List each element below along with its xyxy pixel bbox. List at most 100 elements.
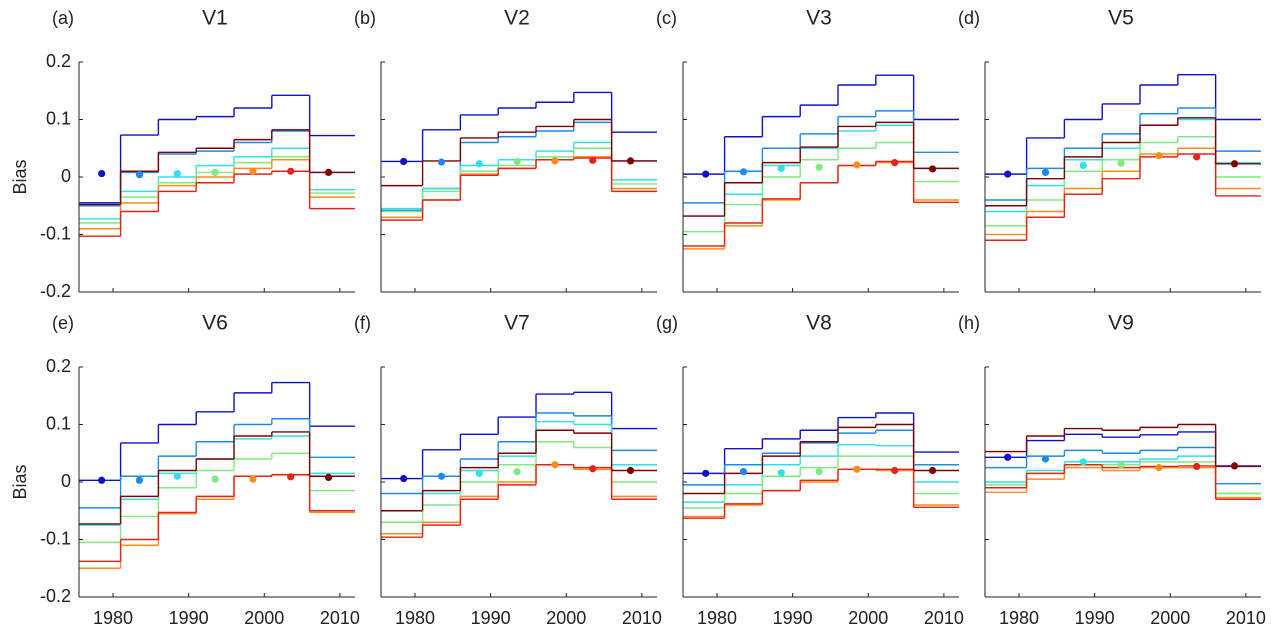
point	[928, 165, 937, 173]
x-tick-label: 1990	[169, 608, 209, 628]
point	[513, 157, 521, 166]
point	[551, 461, 559, 469]
point	[1230, 160, 1239, 168]
x-tick-label: 1980	[395, 608, 435, 628]
x-tick-label: 2010	[924, 608, 964, 628]
y-tick-label: 0	[61, 471, 71, 491]
point	[211, 168, 219, 176]
point	[1193, 462, 1201, 471]
point	[777, 469, 785, 477]
panel-label: (d)	[958, 8, 980, 28]
x-tick-label: 2000	[848, 608, 888, 628]
point	[1155, 464, 1163, 472]
point	[589, 156, 597, 164]
point	[626, 466, 635, 475]
point	[891, 159, 899, 167]
point	[1117, 159, 1125, 167]
y-tick-label: 0.2	[46, 356, 71, 376]
panel-title: V2	[504, 7, 530, 30]
point	[135, 171, 144, 179]
point	[135, 476, 144, 484]
point	[702, 170, 710, 178]
point	[249, 475, 257, 483]
panel-title: V5	[1108, 7, 1134, 30]
point	[475, 469, 483, 477]
x-tick-label: 1980	[999, 608, 1039, 628]
point	[287, 167, 295, 175]
point	[400, 157, 408, 166]
point	[98, 476, 106, 484]
point	[173, 169, 181, 178]
x-tick-label: 1990	[773, 608, 813, 628]
panel-title: V6	[202, 312, 228, 335]
point	[1004, 453, 1012, 461]
point	[1004, 170, 1012, 178]
x-tick-label: 2010	[320, 608, 360, 628]
y-tick-label: 0.1	[46, 108, 71, 128]
point	[589, 465, 597, 473]
x-tick-label: 2010	[622, 608, 662, 628]
point	[1117, 461, 1125, 469]
panel-title: V8	[806, 312, 832, 335]
panel-label: (f)	[354, 313, 371, 333]
panel-title: V1	[202, 7, 228, 30]
panel-label: (h)	[958, 313, 980, 333]
point	[1041, 455, 1050, 463]
point	[626, 157, 635, 165]
panel-label: (b)	[354, 8, 376, 28]
point	[324, 168, 333, 176]
point	[739, 168, 748, 176]
y-tick-label: -0.2	[40, 281, 71, 301]
panel-label: (e)	[52, 313, 74, 333]
panel-title: V7	[504, 312, 530, 335]
point	[513, 468, 521, 476]
point	[891, 466, 899, 475]
point	[551, 157, 559, 165]
x-tick-label: 2010	[1226, 608, 1266, 628]
y-tick-label: 0	[61, 166, 71, 186]
y-tick-label: 0.1	[46, 413, 71, 433]
point	[437, 158, 446, 166]
point	[853, 161, 861, 169]
point	[324, 473, 333, 481]
point	[475, 160, 483, 168]
point	[928, 466, 937, 475]
y-tick-label: -0.1	[40, 223, 71, 243]
point	[1230, 462, 1239, 470]
y-axis-label: Bias	[10, 159, 30, 194]
point	[249, 167, 257, 175]
x-tick-label: 2000	[546, 608, 586, 628]
panel-title: V3	[806, 7, 832, 30]
point	[287, 473, 295, 481]
point	[777, 164, 785, 172]
panel-label: (a)	[52, 8, 74, 28]
x-tick-label: 1990	[1075, 608, 1115, 628]
x-tick-label: 1980	[93, 608, 133, 628]
point	[1041, 168, 1050, 176]
point	[1079, 458, 1087, 466]
x-tick-label: 2000	[244, 608, 284, 628]
point	[1079, 161, 1087, 170]
point	[815, 163, 823, 171]
panel-label: (c)	[656, 8, 677, 28]
point	[815, 468, 823, 476]
point	[437, 472, 446, 480]
x-tick-label: 2000	[1150, 608, 1190, 628]
y-tick-label: 0.2	[46, 51, 71, 71]
panel-label: (g)	[656, 313, 678, 333]
y-tick-label: -0.1	[40, 528, 71, 548]
y-axis-label: Bias	[10, 464, 30, 499]
y-tick-label: -0.2	[40, 586, 71, 606]
panel-title: V9	[1108, 312, 1134, 335]
point	[211, 475, 219, 483]
point	[98, 169, 106, 178]
x-tick-label: 1990	[471, 608, 511, 628]
point	[739, 468, 748, 476]
point	[853, 465, 861, 473]
point	[1193, 153, 1201, 161]
point	[173, 472, 181, 480]
point	[702, 469, 710, 477]
x-tick-label: 1980	[697, 608, 737, 628]
